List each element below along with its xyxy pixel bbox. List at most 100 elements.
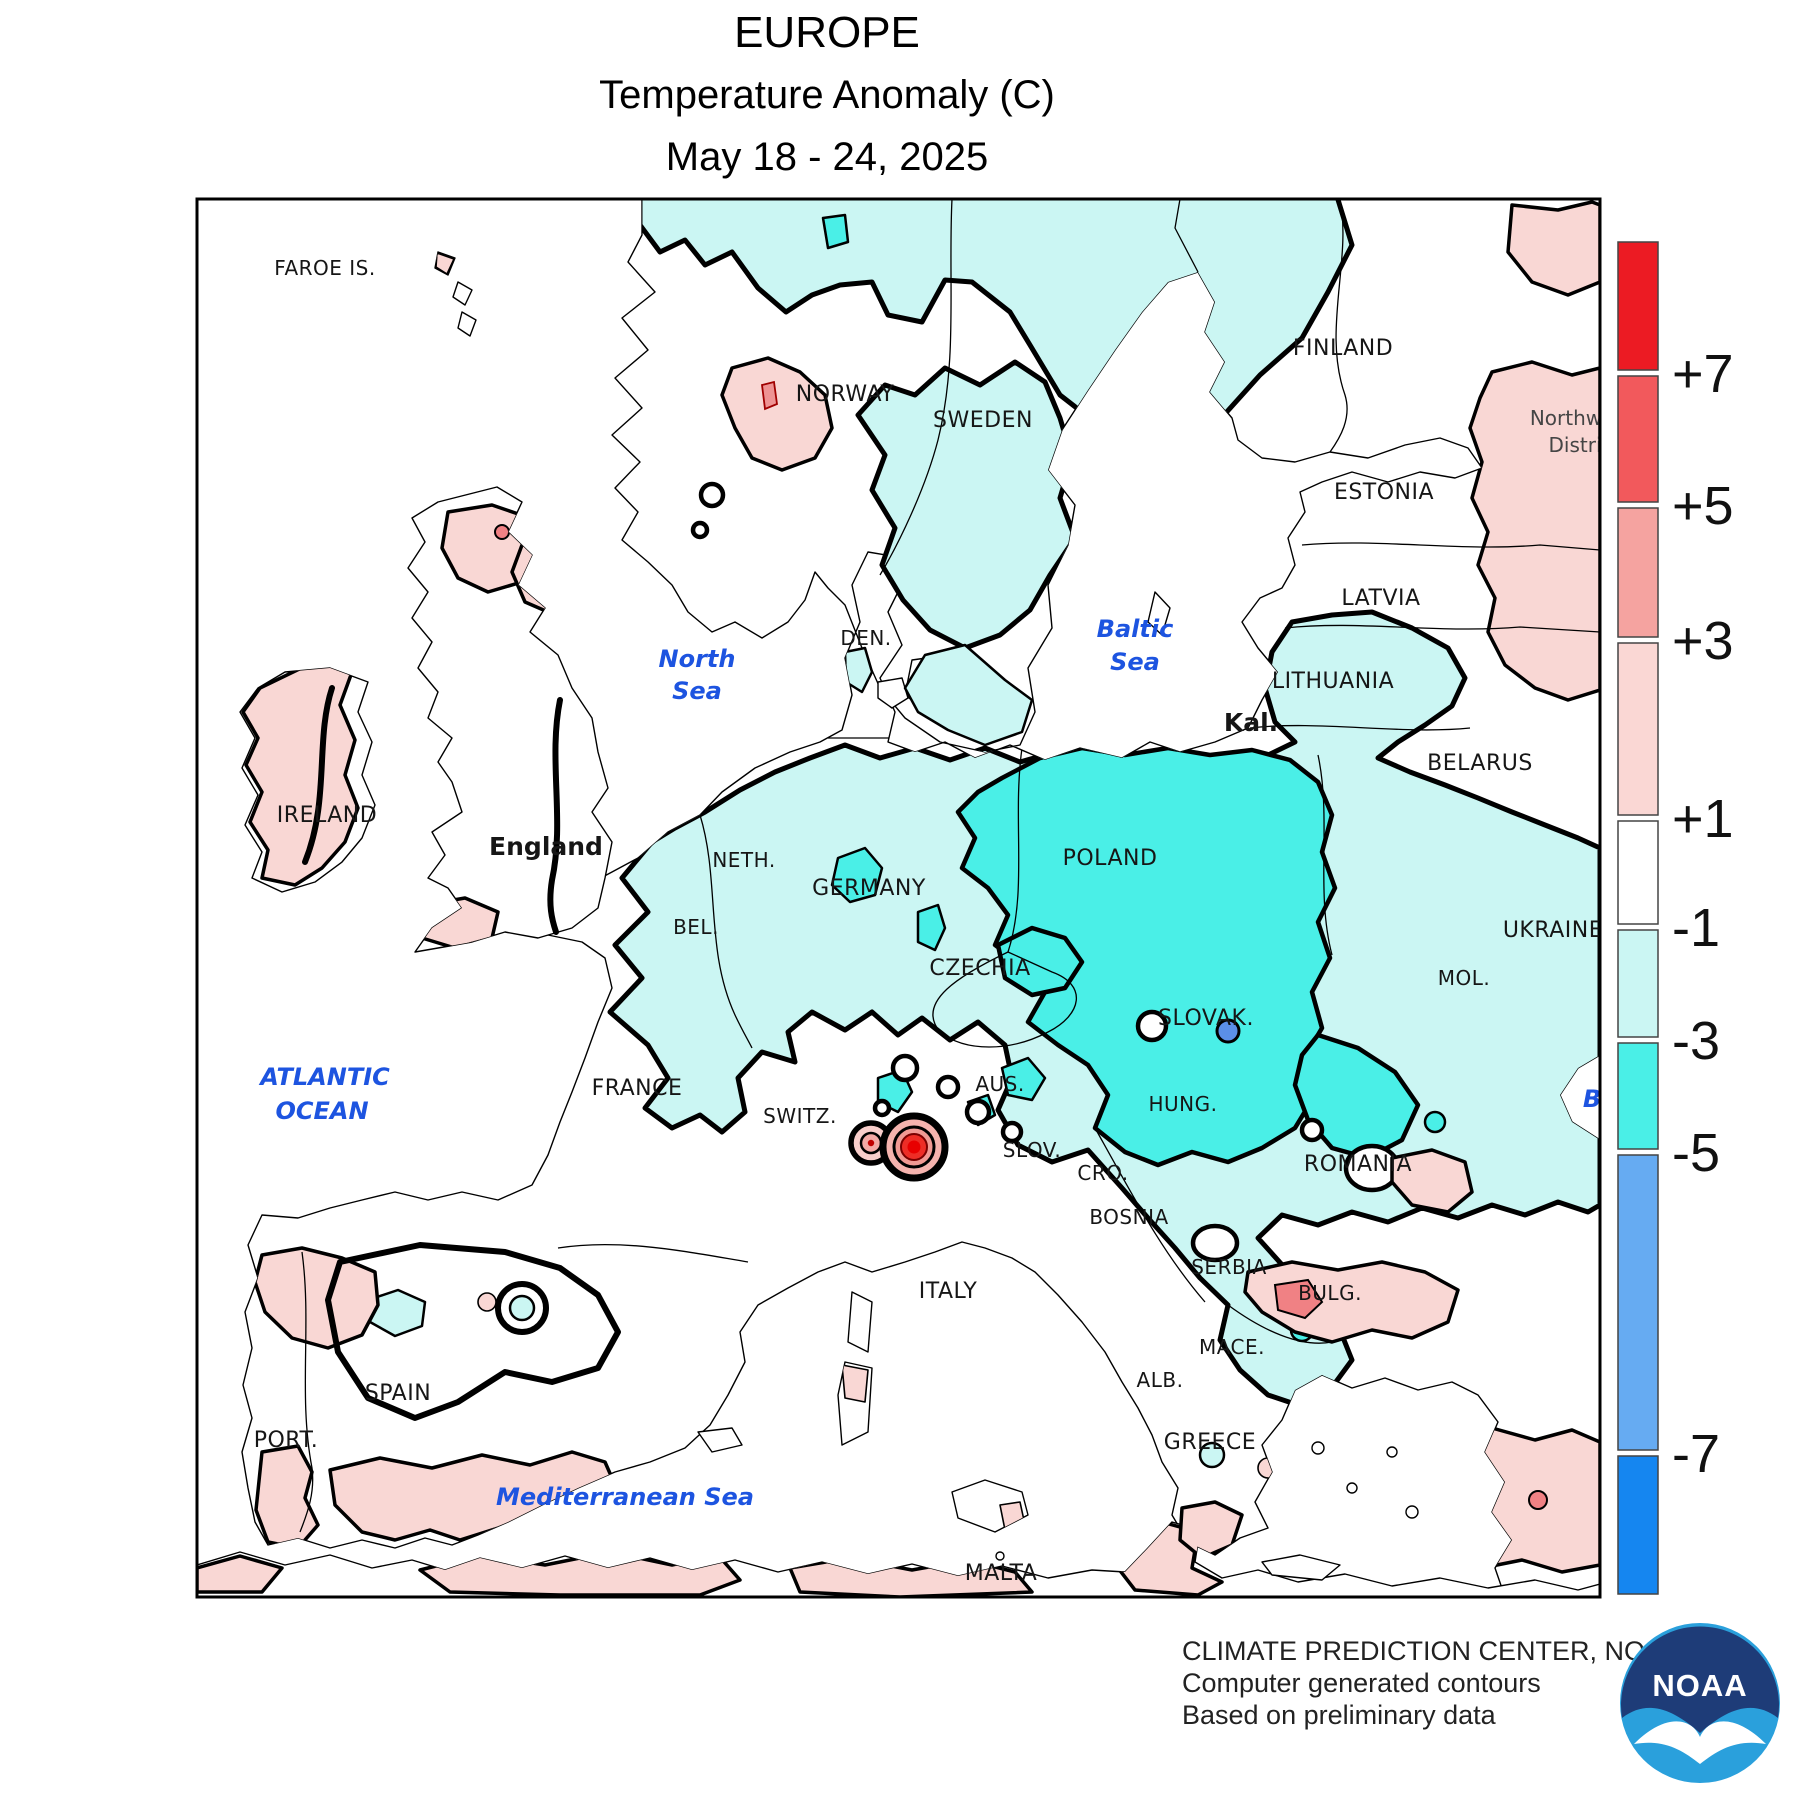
- legend-label-m3: -3: [1672, 1011, 1720, 1071]
- island-faroe-3: [457, 311, 477, 337]
- label-kaliningrad: Kal.: [1224, 708, 1278, 737]
- label-north-sea-2: Sea: [672, 677, 722, 705]
- label-hungary: HUNG.: [1149, 1092, 1218, 1116]
- island-gotland: [1147, 591, 1171, 636]
- anomaly-warm1-ireland: [241, 658, 360, 887]
- label-atlantic-2: OCEAN: [275, 1097, 368, 1125]
- label-district: Distri: [1549, 433, 1602, 457]
- label-germany: GERMANY: [812, 876, 926, 901]
- label-croatia: CRO.: [1077, 1161, 1128, 1185]
- label-sweden: SWEDEN: [933, 408, 1033, 433]
- label-finland: FINLAND: [1293, 336, 1393, 361]
- noaa-logo-top: [1621, 1626, 1779, 1733]
- label-france: FRANCE: [592, 1076, 683, 1101]
- label-baltic-sea-1: Baltic: [1097, 615, 1174, 643]
- sea-labels: North Sea Baltic Sea ATLANTIC OCEAN Medi…: [258, 615, 1601, 1511]
- credit-line-3: Based on preliminary data: [1182, 1700, 1497, 1730]
- country-labels: FAROE IS. NORWAY SWEDEN FINLAND ESTONIA …: [254, 256, 1603, 1586]
- label-faroe: FAROE IS.: [274, 256, 375, 280]
- label-slovakia: SLOVAK.: [1158, 1006, 1254, 1031]
- island-mallorca: [697, 1427, 743, 1453]
- contour-ring-2: [935, 1074, 961, 1100]
- contour-ring-norway-2: [690, 520, 710, 540]
- island-aegean-2: [1346, 1482, 1358, 1494]
- legend-label-p7: +7: [1672, 344, 1734, 404]
- noaa-logo-text: NOAA: [1652, 1668, 1747, 1703]
- label-bosnia: BOSNIA: [1089, 1205, 1168, 1229]
- island-aegean-4: [1405, 1505, 1419, 1519]
- contour-ring-4: [1000, 1120, 1024, 1144]
- anomaly-cold3-germany-blob: [830, 846, 884, 904]
- legend: +7 +5 +3 +1 -1 -3 -5 -7: [1617, 241, 1734, 1595]
- label-portugal: PORT.: [254, 1428, 319, 1453]
- label-switzerland: SWITZ.: [763, 1104, 837, 1128]
- title-subtitle: Temperature Anomaly (C): [599, 73, 1055, 117]
- hole-slovakia-ring: [1135, 1009, 1169, 1043]
- anomaly-warm1-faroe: [435, 252, 455, 275]
- label-atlantic-1: ATLANTIC: [258, 1063, 390, 1091]
- label-italy: ITALY: [919, 1279, 978, 1304]
- legend-label-p5: +5: [1672, 476, 1734, 536]
- label-slovenia: SLOV.: [1003, 1138, 1061, 1162]
- label-latvia: LATVIA: [1341, 586, 1420, 611]
- label-baltic-sea-2: Sea: [1110, 648, 1160, 676]
- contour-ring-5: [872, 1098, 892, 1118]
- label-mediterranean: Mediterranean Sea: [496, 1483, 754, 1511]
- seagull-icon: [1634, 1721, 1766, 1764]
- anomaly-cold3-czech-lobe: [995, 925, 1085, 998]
- label-estonia: ESTONIA: [1334, 480, 1434, 505]
- anomaly-cold3-teardrop: [916, 903, 947, 952]
- anomaly-cold1-greece-dot: [1198, 1441, 1226, 1469]
- anomaly-cold3-poland-carpathia: [955, 745, 1338, 1168]
- contour-ring-norway-1: [698, 481, 726, 509]
- anomaly-warm3-bulgaria-core: [1273, 1278, 1324, 1320]
- anomaly-warm1-ne-spain-dot: [477, 1292, 497, 1312]
- label-poland: POLAND: [1063, 846, 1158, 871]
- anomaly-warm3-scotland-core: [494, 524, 510, 540]
- legend-label-p1: +1: [1672, 789, 1734, 849]
- label-spain: SPAIN: [365, 1381, 431, 1406]
- anomaly-cold1-ne-spain-core: [508, 1294, 536, 1322]
- island-corsica: [847, 1291, 873, 1353]
- credit-line-1: CLIMATE PREDICTION CENTER, NOAA: [1182, 1636, 1681, 1666]
- hole-romania-small: [1299, 1117, 1325, 1143]
- contour-ring-1: [890, 1053, 920, 1083]
- label-romania: ROMANIA: [1304, 1152, 1412, 1177]
- anomaly-warm1-south-norway: [720, 356, 834, 472]
- anomaly-cold3-austria-blob: [1000, 1056, 1047, 1102]
- anomaly-warm1-portugal: [254, 1444, 320, 1550]
- label-black-sea: B: [1583, 1085, 1601, 1113]
- island-faroe-2: [452, 281, 473, 306]
- label-serbia: SERBIA: [1191, 1255, 1267, 1279]
- legend-label-m1: -1: [1672, 898, 1720, 958]
- anomaly-warm3-turkey-ring: [1528, 1490, 1548, 1510]
- label-moldova: MOL.: [1438, 966, 1491, 990]
- legend-swatch-above7: [1617, 241, 1659, 371]
- legend-swatch-5to7: [1617, 375, 1659, 503]
- legend-label-m5: -5: [1672, 1123, 1720, 1183]
- label-bulgaria: BULG.: [1298, 1281, 1362, 1305]
- label-norway: NORWAY: [796, 382, 895, 407]
- label-lithuania: LITHUANIA: [1272, 669, 1394, 694]
- contour-ne-spain-ring: [495, 1281, 549, 1335]
- noaa-logo: NOAA: [1620, 1623, 1780, 1783]
- anomaly-warm1-russia-topright: [1506, 200, 1600, 297]
- page-title: EUROPE: [734, 8, 920, 57]
- anomaly-warm1-morocco: [197, 1554, 284, 1594]
- contour-ireland: [302, 685, 335, 865]
- anomaly-warm3-norway-core: [761, 380, 778, 411]
- legend-label-m7: -7: [1672, 1424, 1720, 1484]
- legend-swatch-m1to3: [1617, 929, 1659, 1038]
- anomaly-warm1-sardinia: [841, 1364, 869, 1403]
- label-ireland: IRELAND: [277, 803, 377, 828]
- legend-swatch-belowm7: [1617, 1455, 1659, 1595]
- legend-swatch-m5to7: [1617, 1154, 1659, 1451]
- label-netherlands: NETH.: [712, 848, 775, 872]
- label-belgium: BEL.: [673, 915, 719, 939]
- hole-serbia: [1190, 1223, 1240, 1263]
- title-daterange: May 18 - 24, 2025: [666, 135, 988, 179]
- label-ukraine: UKRAINE: [1503, 918, 1603, 943]
- anomaly-warm1-northwest-district: [1468, 360, 1600, 702]
